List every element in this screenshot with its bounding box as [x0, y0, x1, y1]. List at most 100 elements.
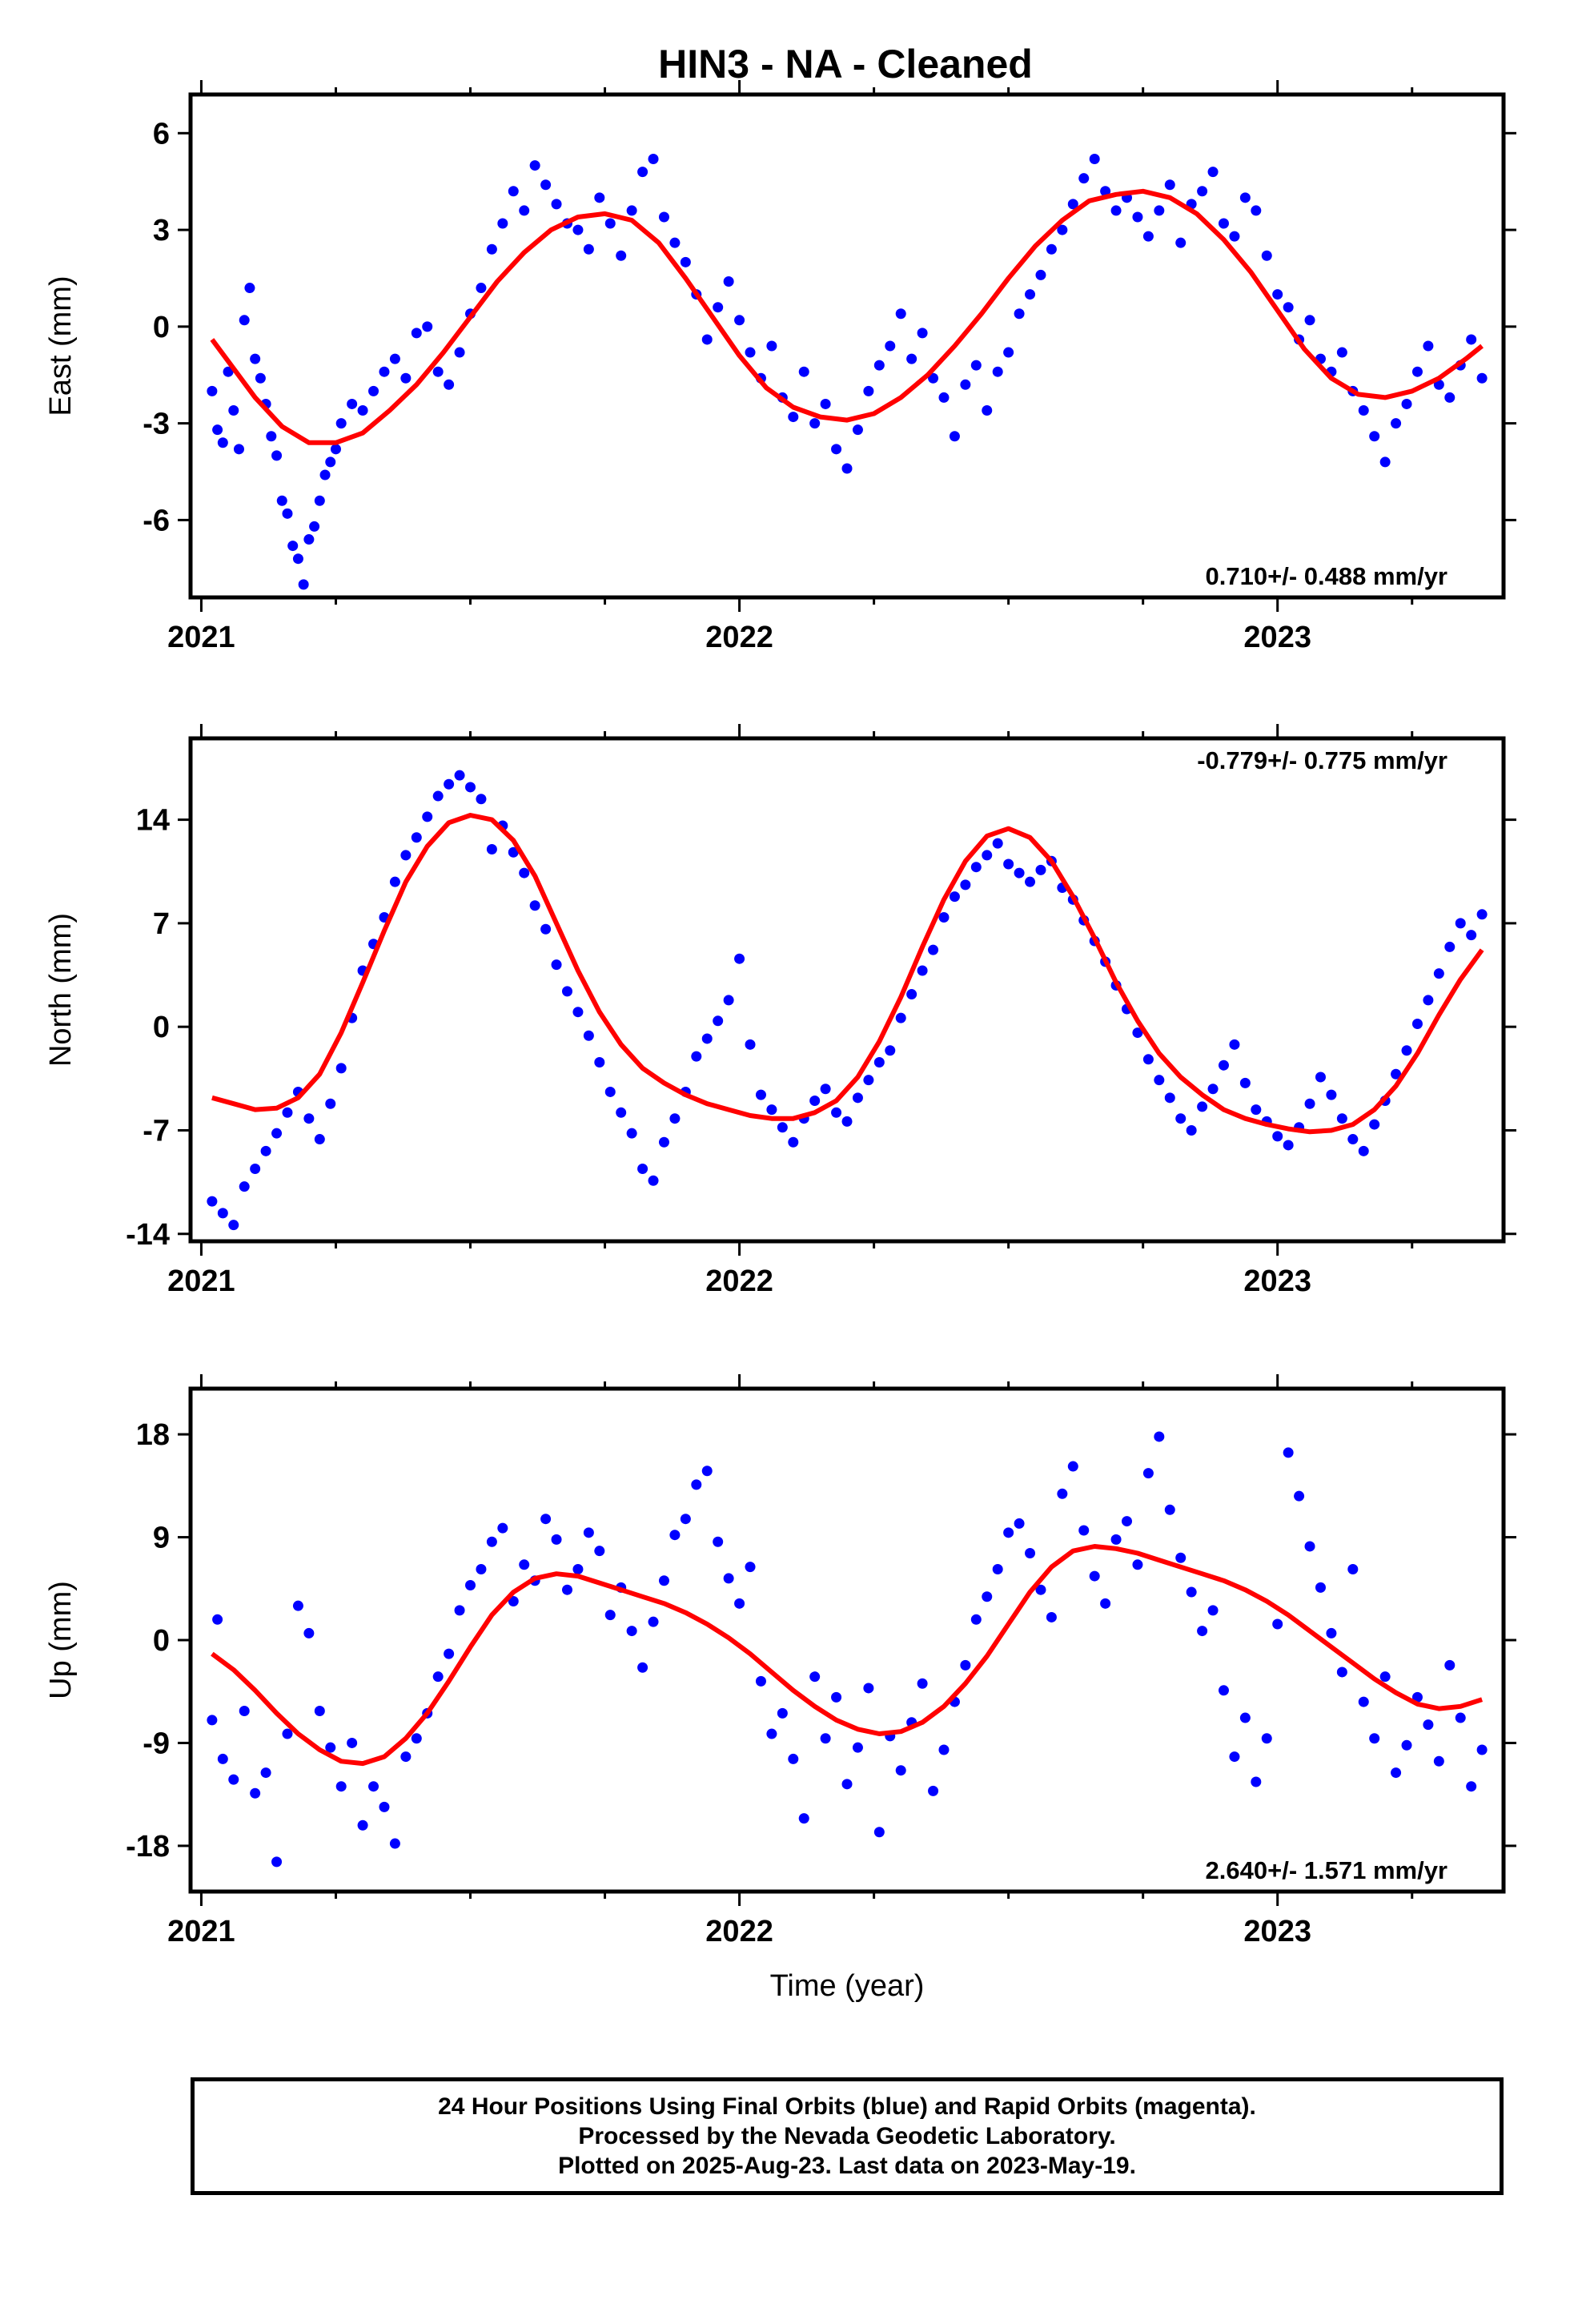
up-data-point	[1154, 1431, 1165, 1442]
north-data-point	[314, 1134, 325, 1145]
north-data-point	[540, 923, 552, 935]
north-data-point	[885, 1045, 896, 1056]
north-data-point	[561, 986, 572, 997]
north-data-point	[1035, 864, 1046, 875]
east-data-point	[938, 392, 950, 403]
up-data-point	[389, 1838, 400, 1849]
up-data-point	[788, 1753, 799, 1764]
east-data-point	[1154, 205, 1165, 216]
east-data-point	[583, 243, 594, 255]
up-data-point	[1326, 1627, 1337, 1638]
east-panel: 6 3 0 -3 -6 2021 2022 2023 East (mm) 0.710+/- 0.4…	[44, 80, 1516, 654]
east-data-point	[701, 334, 713, 345]
north-ytick-label: -7	[143, 1114, 170, 1148]
north-data-point	[1272, 1131, 1283, 1142]
up-xtick-label: 2022	[705, 1915, 773, 1948]
north-data-point	[1476, 909, 1488, 920]
east-data-point	[1003, 347, 1014, 358]
up-data-point	[1455, 1712, 1466, 1723]
north-data-point	[1142, 1054, 1154, 1065]
north-data-point	[1014, 867, 1025, 879]
north-data-point	[734, 953, 745, 964]
up-data-point	[938, 1744, 950, 1755]
east-data-point	[1046, 243, 1057, 255]
north-data-point	[701, 1033, 713, 1044]
up-data-point	[1197, 1626, 1208, 1637]
north-data-point	[1315, 1072, 1326, 1083]
up-data-point	[508, 1595, 519, 1606]
east-data-point	[1272, 289, 1283, 300]
up-data-point	[400, 1751, 412, 1763]
east-data-point	[648, 154, 659, 165]
north-plot-frame	[188, 736, 1506, 1244]
up-data-point	[411, 1733, 422, 1744]
east-data-point	[1336, 347, 1347, 358]
east-data-point	[906, 353, 917, 364]
east-data-point	[432, 366, 444, 377]
up-data-point	[314, 1705, 325, 1716]
east-model-curve	[210, 188, 1484, 445]
up-data-point	[1283, 1447, 1294, 1458]
north-data-point	[1229, 1039, 1240, 1050]
up-data-point	[1251, 1776, 1262, 1787]
east-data-point	[212, 424, 223, 436]
east-data-point	[863, 385, 874, 396]
up-data-point	[551, 1534, 562, 1545]
up-data-point	[1003, 1527, 1014, 1538]
east-data-point	[637, 167, 648, 178]
east-data-point	[604, 218, 616, 229]
north-data-point	[1304, 1098, 1315, 1109]
up-data-point	[282, 1728, 293, 1739]
up-data-point	[669, 1530, 681, 1541]
east-data-point	[841, 463, 853, 474]
up-data-point	[207, 1715, 218, 1726]
up-data-point	[1261, 1733, 1272, 1744]
east-data-point	[1142, 231, 1154, 242]
east-data-point	[1369, 431, 1380, 442]
east-data-point	[669, 237, 681, 248]
up-xtick-label: 2023	[1243, 1915, 1311, 1948]
north-data-point	[476, 794, 487, 805]
up-data-point	[1078, 1525, 1090, 1536]
east-data-point	[1132, 211, 1143, 223]
up-data-point	[852, 1742, 863, 1753]
east-data-point	[949, 431, 960, 442]
east-data-point	[303, 534, 315, 545]
east-data-point	[928, 372, 939, 384]
up-data-point	[1369, 1733, 1380, 1744]
north-data-point	[583, 1030, 594, 1041]
north-data-point	[335, 1063, 347, 1074]
north-data-point	[604, 1086, 616, 1097]
north-data-point	[1186, 1124, 1197, 1136]
north-data-point	[982, 850, 993, 861]
north-data-point	[508, 846, 519, 858]
east-data-point	[1035, 269, 1046, 280]
east-data-point	[207, 385, 218, 396]
up-ytick-label: -9	[143, 1727, 170, 1760]
north-data-point	[1336, 1113, 1347, 1124]
east-data-point	[335, 418, 347, 429]
east-data-point	[389, 353, 400, 364]
up-data-point	[486, 1536, 497, 1547]
up-data-point	[1132, 1559, 1143, 1570]
north-data-point	[1239, 1077, 1251, 1088]
east-rate-label: 0.710+/- 0.488 mm/yr	[1206, 562, 1447, 590]
east-data-point	[287, 541, 299, 552]
east-data-point	[319, 469, 331, 480]
east-data-point	[276, 495, 287, 506]
up-data-point	[701, 1466, 713, 1477]
up-data-point	[637, 1662, 648, 1673]
north-data-point	[626, 1128, 637, 1139]
up-data-point	[1476, 1744, 1488, 1755]
north-data-point	[960, 879, 971, 891]
footer-line-2: Processed by the Nevada Geodetic Laborat…	[578, 2123, 1116, 2149]
north-data-point	[594, 1057, 605, 1068]
up-data-point	[1336, 1667, 1347, 1678]
north-data-point	[422, 811, 433, 822]
up-data-point	[863, 1683, 874, 1694]
up-data-point	[519, 1559, 530, 1570]
north-ytick-label: -14	[126, 1218, 170, 1252]
up-data-point	[357, 1819, 368, 1831]
north-data-point	[766, 1104, 777, 1116]
up-data-point	[260, 1767, 271, 1779]
